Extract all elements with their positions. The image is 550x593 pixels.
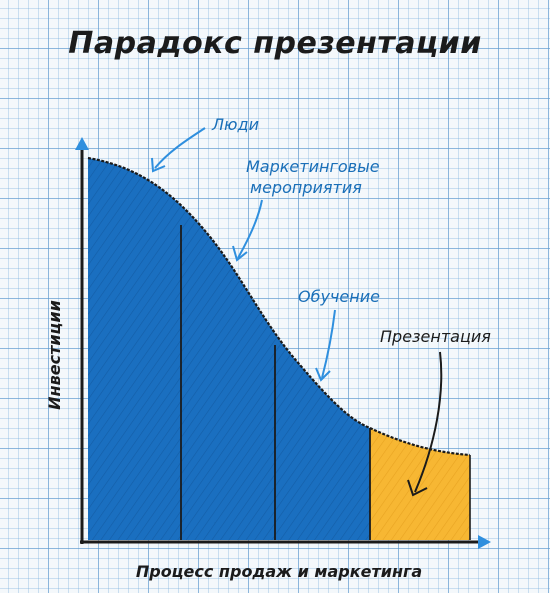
- training-arrow-icon: [321, 309, 336, 379]
- marketing-arrow-icon: [237, 199, 263, 259]
- stage-label-training: Обучение: [298, 287, 380, 306]
- presentation-arrow-icon: [414, 351, 443, 493]
- y-axis-label: Инвестиции: [45, 300, 64, 410]
- y-axis-arrow-icon: [75, 137, 89, 150]
- stage-label-presentation: Презентация: [380, 327, 491, 346]
- people-arrow-icon: [154, 127, 206, 169]
- x-axis-label: Процесс продаж и маркетинга: [136, 562, 422, 581]
- stage-label-people: Люди: [211, 115, 259, 134]
- investment-curve: [87, 156, 471, 457]
- x-axis-arrow-icon: [478, 535, 491, 549]
- page-title: Парадокс презентации: [68, 26, 482, 61]
- stage-label-marketing: Маркетинговые мероприятия: [246, 157, 385, 197]
